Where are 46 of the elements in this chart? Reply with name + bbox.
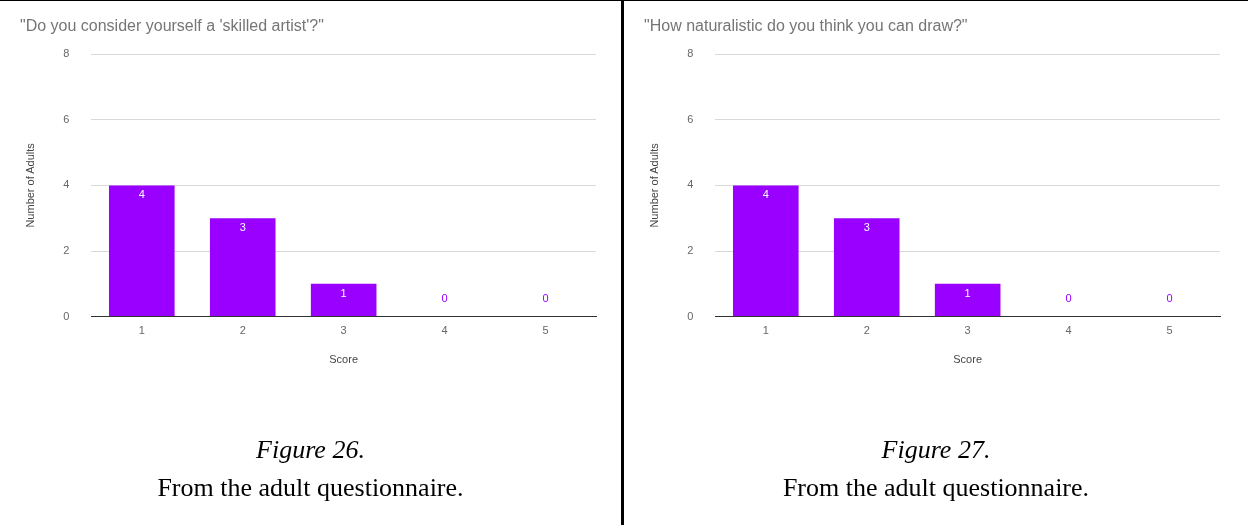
data-label: 0	[1065, 291, 1072, 304]
data-label: 0	[542, 291, 549, 304]
data-label: 4	[762, 188, 769, 201]
x-axis-title: Score	[953, 353, 983, 366]
y-tick-label: 2	[63, 244, 70, 257]
y-tick-label: 4	[63, 178, 70, 191]
x-tick-label: 4	[441, 324, 448, 337]
text: From the adult questionnaire.	[781, 472, 1091, 504]
bar	[833, 218, 900, 317]
data-label: 3	[863, 221, 870, 234]
bar	[934, 283, 1001, 317]
x-tick-label: 3	[340, 324, 347, 337]
x-tick-label: 3	[964, 324, 971, 337]
y-axis-title: Number of Adults	[23, 142, 36, 228]
x-tick-label: 2	[239, 324, 246, 337]
x-tick-label: 1	[138, 324, 145, 337]
data-label: 1	[964, 286, 971, 299]
y-tick-label: 6	[63, 112, 70, 125]
data-label: 4	[138, 188, 145, 201]
chart-title: "How naturalistic do you think you can draw?"	[644, 17, 968, 35]
chart-title: "Do you consider yourself a 'skilled artist'?"	[20, 17, 324, 35]
y-tick-label: 0	[63, 309, 70, 322]
bar	[310, 283, 377, 317]
bar	[108, 185, 175, 317]
y-tick-label: 2	[687, 244, 694, 257]
bar	[732, 185, 799, 317]
bar	[209, 218, 276, 317]
data-label: 1	[340, 286, 347, 299]
x-tick-label: 2	[863, 324, 870, 337]
x-tick-label: 4	[1065, 324, 1072, 337]
x-tick-label: 1	[762, 324, 769, 337]
data-label: 3	[239, 221, 246, 234]
x-tick-label: 5	[542, 324, 549, 337]
caption: Figure 27.	[880, 434, 992, 466]
x-axis-title: Score	[329, 353, 359, 366]
data-label: 0	[1166, 291, 1173, 304]
y-tick-label: 6	[687, 112, 694, 125]
y-axis-title: Number of Adults	[647, 142, 660, 228]
y-tick-label: 8	[63, 47, 70, 60]
x-tick-label: 5	[1166, 324, 1173, 337]
y-tick-label: 4	[687, 178, 694, 191]
y-tick-label: 8	[687, 47, 694, 60]
text: From the adult questionnaire.	[156, 472, 465, 504]
data-label: 0	[441, 291, 448, 304]
caption: Figure 26.	[255, 434, 366, 466]
y-tick-label: 0	[687, 309, 694, 322]
